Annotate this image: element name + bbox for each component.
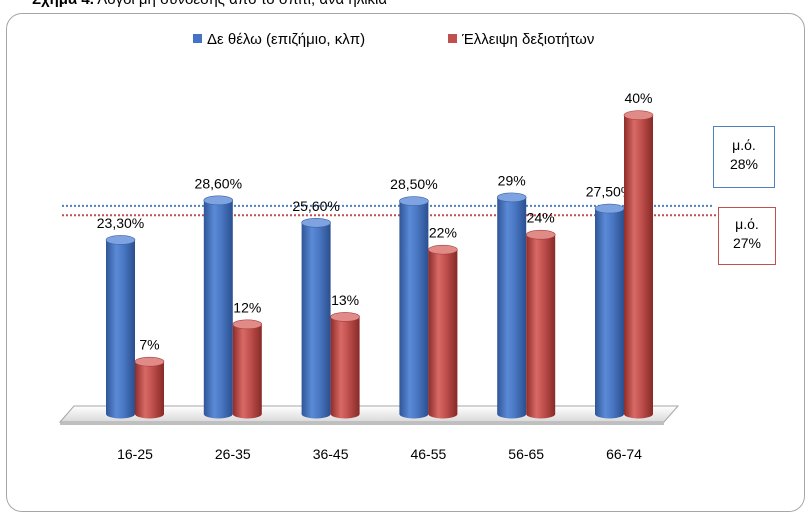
bar-red — [232, 324, 262, 419]
data-label: 12% — [233, 299, 261, 315]
bar-top-blue — [203, 195, 234, 206]
data-label: 25,60% — [292, 198, 339, 214]
chart-floor-edge — [60, 422, 664, 425]
legend-swatch — [448, 34, 457, 43]
data-label: 27,50% — [586, 184, 633, 200]
average-blue-value: 28% — [729, 156, 759, 172]
average-red-label: μ.ό. — [735, 216, 759, 232]
figure-caption-prefix: Σχήμα 4. — [32, 0, 94, 8]
average-red-value: 27% — [732, 235, 762, 251]
bar-blue — [106, 239, 135, 419]
bar-top-red — [428, 244, 458, 255]
legend-label: Δε θέλω (επιζήμιο, κλπ) — [207, 31, 365, 48]
bar-top-blue — [399, 196, 429, 206]
category-label: 16-25 — [117, 446, 153, 462]
data-label: 23,30% — [97, 215, 144, 231]
category-label: 66-74 — [606, 446, 642, 462]
bar-red — [526, 234, 556, 419]
bar-blue — [399, 201, 429, 419]
bar-red — [428, 249, 458, 419]
bar-top-red — [330, 312, 360, 322]
bar-top-blue — [496, 192, 527, 203]
category-label: 26-35 — [215, 446, 251, 462]
average-box-blue: μ.ό. 28% — [713, 126, 775, 188]
data-label: 29% — [498, 172, 526, 188]
bar-top-blue — [105, 235, 136, 245]
data-label: 7% — [139, 337, 159, 353]
average-box-red: μ.ό. 27% — [718, 207, 776, 265]
category-label: 56-65 — [508, 446, 544, 462]
data-label: 24% — [527, 210, 555, 226]
bar-blue — [497, 197, 527, 419]
average-blue-label: μ.ό. — [732, 137, 756, 153]
bar-top-blue — [301, 217, 331, 228]
data-label: 40% — [624, 90, 652, 106]
data-label: 28,50% — [390, 176, 437, 192]
bar-blue — [203, 200, 233, 419]
legend-swatch — [193, 34, 202, 43]
bar-top-red — [525, 229, 556, 240]
category-label: 36-45 — [313, 446, 349, 462]
bar-red — [330, 316, 360, 419]
bar-top-blue — [594, 203, 625, 214]
bar-red — [135, 361, 164, 419]
data-label: 13% — [331, 292, 359, 308]
legend-label: Έλλειψη δεξιοτήτων — [461, 31, 594, 48]
bar-blue — [595, 208, 624, 419]
bar-blue — [301, 222, 331, 419]
data-label: 22% — [429, 225, 457, 241]
bar-top-red — [134, 356, 165, 367]
bar-red — [624, 115, 653, 419]
data-label: 28,60% — [195, 175, 242, 191]
bar-top-red — [232, 319, 263, 330]
figure-caption: Σχήμα 4. Λόγοι μη σύνδεσης από το σπίτι,… — [32, 0, 387, 8]
category-label: 46-55 — [410, 446, 446, 462]
bar-top-red — [623, 110, 654, 120]
figure-caption-text: Λόγοι μη σύνδεσης από το σπίτι, ανά ηλικ… — [94, 0, 387, 8]
